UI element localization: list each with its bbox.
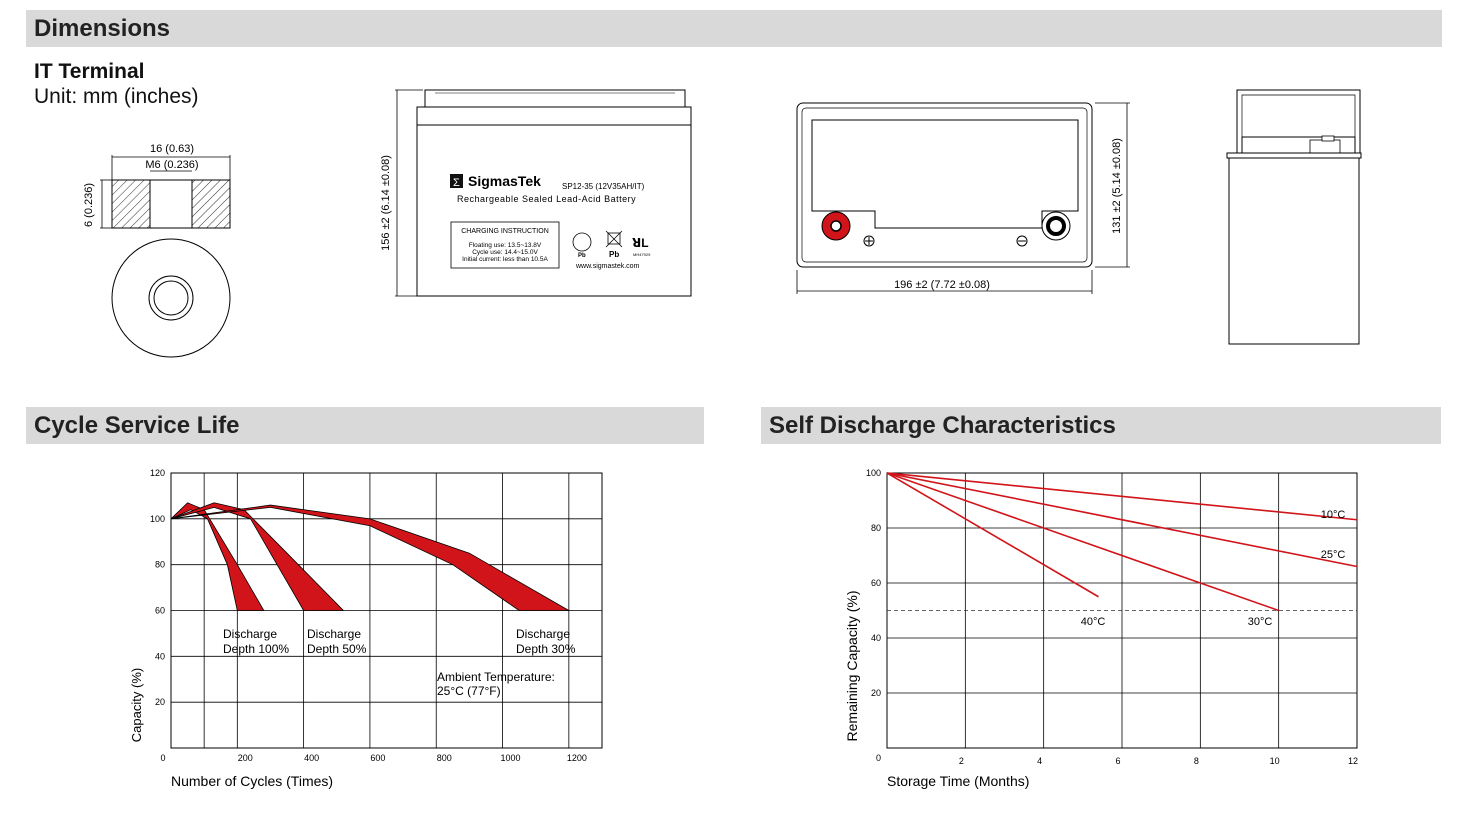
charging-line-3: Initial current: less than 10.5A: [462, 256, 548, 263]
sd-series-label-0: 10°C: [1321, 509, 1346, 521]
sd-xtick: 12: [1348, 756, 1358, 766]
cycle-ylabel: Capacity (%): [129, 668, 144, 742]
cycle-annotation-temp-line2: 25°C (77°F): [437, 684, 501, 698]
battery-front-view: 156 ±2 (6.14 ±0.08) Σ SigmasTek SP12-35 …: [380, 89, 692, 297]
dimensions-header: Dimensions: [26, 10, 1442, 47]
cycle-ytick: 60: [155, 606, 165, 616]
cycle-ytick: 100: [150, 514, 165, 524]
sd-series-2: [886, 472, 1279, 612]
bin-icon: [607, 232, 621, 245]
sd-xlabel: Storage Time (Months): [887, 773, 1029, 789]
terminal-title: IT Terminal: [34, 60, 145, 83]
self-discharge-title: Self Discharge Characteristics: [769, 412, 1116, 439]
cycle-life-title: Cycle Service Life: [34, 412, 240, 439]
battery-brand: SigmasTek: [468, 173, 541, 189]
cycle-annotation-30-line2: Depth 30%: [516, 642, 576, 656]
sd-grid: [886, 472, 1358, 749]
cycle-annotation-50-line1: Discharge: [307, 627, 361, 641]
sd-ylabel: Remaining Capacity (%): [844, 591, 860, 742]
sd-xtick: 4: [1037, 756, 1042, 766]
sd-series-label-3: 40°C: [1081, 616, 1106, 628]
unit-label: Unit: mm (inches): [34, 85, 199, 108]
cycle-xtick: 1000: [501, 753, 521, 763]
cycle-annotation-temp-line1: Ambient Temperature:: [437, 670, 555, 684]
plus-icon: [863, 235, 875, 247]
sd-ytick: 100: [866, 468, 881, 478]
battery-website: www.sigmastek.com: [575, 263, 640, 270]
sd-series-1: [886, 472, 1358, 568]
charging-line-1: Floating use: 13.5~13.8V: [469, 242, 542, 249]
sd-xtick: 2: [959, 756, 964, 766]
minus-icon: [1016, 235, 1028, 247]
terminal-width-dim: 16 (0.63): [150, 143, 194, 155]
cycle-grid: [170, 472, 603, 749]
battery-description: Rechargeable Sealed Lead-Acid Battery: [457, 194, 636, 204]
sd-ytick: 80: [871, 523, 881, 533]
pb-label-2: Pb: [609, 250, 619, 259]
cycle-ytick: 80: [155, 560, 165, 570]
sd-ytick: 60: [871, 578, 881, 588]
terminal-thread-dim: M6 (0.236): [145, 159, 198, 171]
svg-text:Σ: Σ: [453, 177, 460, 189]
cycle-annotation-100-line1: Discharge: [223, 627, 277, 641]
cycle-ytick: 20: [155, 697, 165, 707]
cycle-area-2: [170, 504, 571, 611]
sd-xtick: 8: [1194, 756, 1199, 766]
battery-width-dim: 131 ±2 (5.14 ±0.08): [1111, 138, 1123, 234]
cycle-xtick: 600: [370, 753, 385, 763]
sigma-logo-icon: [450, 174, 463, 188]
cycle-life-header: Cycle Service Life: [26, 407, 704, 444]
sd-series-label-1: 25°C: [1321, 549, 1346, 561]
sd-ytick: 40: [871, 633, 881, 643]
cycle-xtick: 0: [160, 753, 165, 763]
cycle-xtick: 200: [238, 753, 253, 763]
sd-series-3: [886, 472, 1099, 598]
cycle-annotation-100-line2: Depth 100%: [223, 642, 289, 656]
cycle-area-1: [170, 502, 345, 611]
cycle-xlabel: Number of Cycles (Times): [171, 773, 333, 789]
charging-line-2: Cycle use: 14.4~15.0V: [472, 249, 538, 256]
battery-height-dim: 156 ±2 (6.14 ±0.08): [380, 155, 392, 251]
cycle-xtick: 800: [437, 753, 452, 763]
sd-xtick: 6: [1115, 756, 1120, 766]
cycle-ytick: 120: [150, 468, 165, 478]
cycle-xtick: 400: [304, 753, 319, 763]
sd-ytick: 20: [871, 688, 881, 698]
recycle-icon: [572, 232, 592, 252]
sd-series-0: [886, 472, 1358, 521]
sd-series-label-2: 30°C: [1248, 616, 1273, 628]
ul-icon: ꓤL: [632, 236, 649, 250]
battery-length-dim: 196 ±2 (7.72 ±0.08): [894, 279, 990, 291]
battery-side-view: [1226, 89, 1362, 345]
self-discharge-chart: 0 20 40 60 80 100 2 4 6 8 10 12 10°C 25°C 30°C 40°C St…: [844, 468, 1358, 789]
battery-top-view: 196 ±2 (7.72 ±0.08) 131 ±2 (5.14 ±0.08): [796, 102, 1130, 294]
sd-ytick: 0: [876, 753, 881, 763]
pb-label-1: Pb: [578, 253, 586, 259]
terminal-drawing: 16 (0.63) M6 (0.236) 6 (0.236): [83, 143, 231, 358]
charging-title: CHARGING INSTRUCTION: [461, 228, 549, 235]
sd-xtick: 10: [1270, 756, 1280, 766]
cert-number: MH47929: [633, 252, 651, 257]
cycle-area-0: [170, 502, 265, 611]
dimensions-title: Dimensions: [34, 15, 171, 42]
cycle-xtick: 1200: [567, 753, 587, 763]
cycle-annotation-50-line2: Depth 50%: [307, 642, 367, 656]
self-discharge-header: Self Discharge Characteristics: [761, 407, 1441, 444]
battery-model: SP12-35 (12V35AH/IT): [562, 182, 645, 191]
cycle-annotation-30-line1: Discharge: [516, 627, 570, 641]
terminal-height-dim: 6 (0.236): [83, 183, 95, 227]
cycle-ytick: 40: [155, 651, 165, 661]
